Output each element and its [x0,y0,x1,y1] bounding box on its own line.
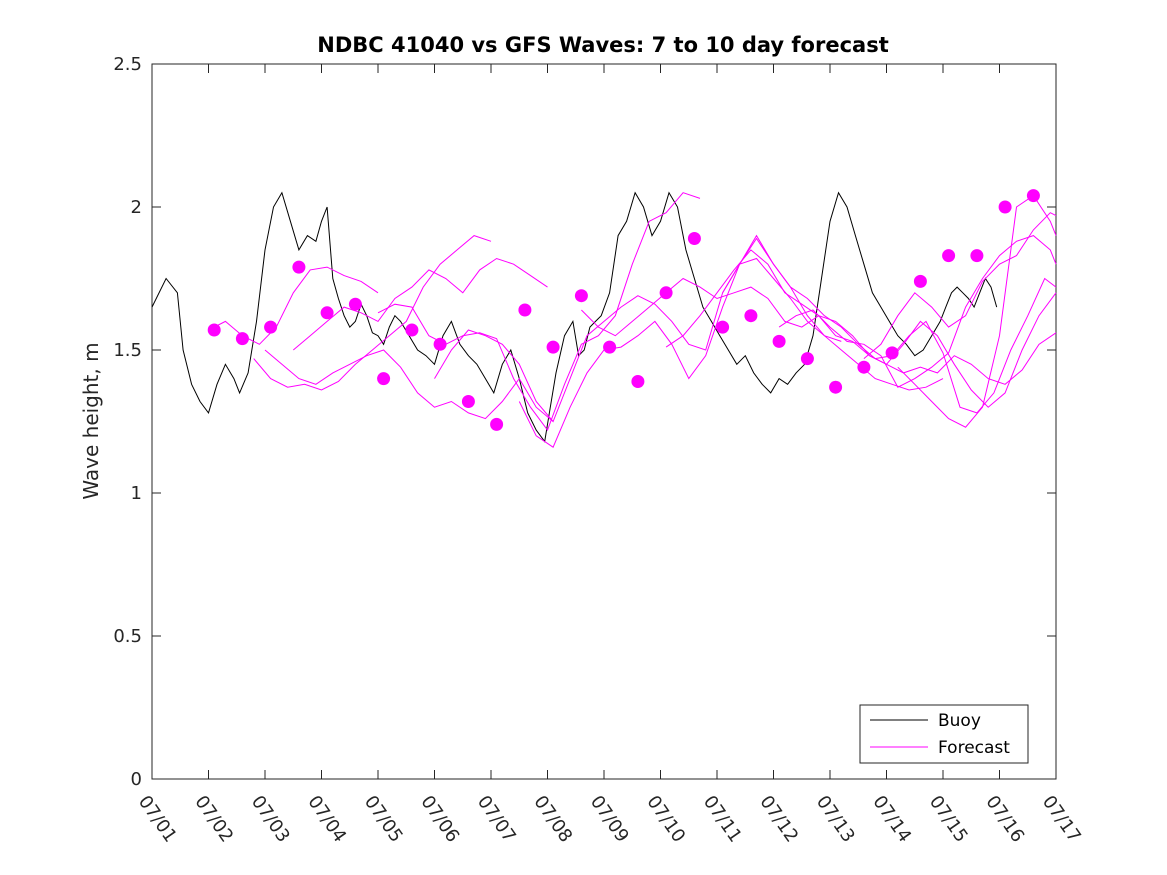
plot-area: 00.511.522.5 07/01 07/02 07/03 07/04 07/05 07… [113,54,1085,846]
forecast-run-line [264,349,554,422]
forecast-marker [913,274,927,288]
buoy-line [151,191,998,443]
forecast-run-line [863,212,1057,359]
forecast-run-line [518,234,944,448]
forecast-marker [885,346,899,360]
forecast-run-line [897,194,1057,428]
chart-title: NDBC 41040 vs GFS Waves: 7 to 10 day for… [317,33,888,57]
forecast-run-line [377,192,701,432]
forecast-run-line [253,235,492,391]
forecast-marker [461,395,475,408]
forecast-marker [490,417,504,431]
forecast-marker [405,323,419,337]
y-tick-label: 0 [131,769,142,790]
forecast-marker [603,340,617,354]
y-tick-label: 2 [131,197,142,218]
forecast-marker [942,249,956,263]
forecast-run-line [434,257,842,423]
forecast-marker [659,286,673,300]
forecast-marker [235,332,249,346]
forecast-marker [857,360,871,374]
forecast-marker [292,260,306,274]
forecast-marker [320,306,334,320]
forecast-marker [264,320,278,334]
y-tick-label: 0.5 [113,626,142,647]
y-tick-label: 2.5 [113,54,142,75]
forecast-run-line [292,257,548,351]
forecast-run-line [208,266,379,345]
forecast-marker [744,309,758,323]
y-ticks: 0 0.5 1 1.5 2 2.5 [113,54,1056,790]
buoy-series [151,191,998,443]
forecast-marker [377,372,391,386]
forecast-marker [687,232,701,245]
forecast-marker [207,323,221,337]
forecast-marker [433,337,447,351]
forecast-marker [772,334,786,348]
forecast-marker [1026,189,1040,203]
forecast-marker [970,249,984,263]
legend-buoy-label: Buoy [938,711,981,731]
forecast-marker [348,297,362,311]
legend-box [859,704,1029,764]
forecast-marker [518,303,532,317]
forecast-marker [800,352,814,366]
forecast-run-line [665,249,1057,408]
forecast-marker [998,200,1012,214]
legend: Buoy Forecast [859,704,1029,764]
y-tick-label: 1.5 [113,340,142,361]
forecast-marker [829,380,843,394]
forecast-marker [574,289,588,303]
forecast-marker [546,340,560,354]
forecast-markers [207,189,1040,431]
forecast-marker [716,320,730,334]
y-axis-label: Wave height, m [79,342,103,499]
forecast-run-line [778,235,1057,388]
legend-forecast-label: Forecast [938,738,1010,758]
forecast-marker [631,375,645,388]
axes-box [151,63,1057,780]
forecast-series [208,192,1057,448]
y-tick-label: 1 [131,483,142,504]
